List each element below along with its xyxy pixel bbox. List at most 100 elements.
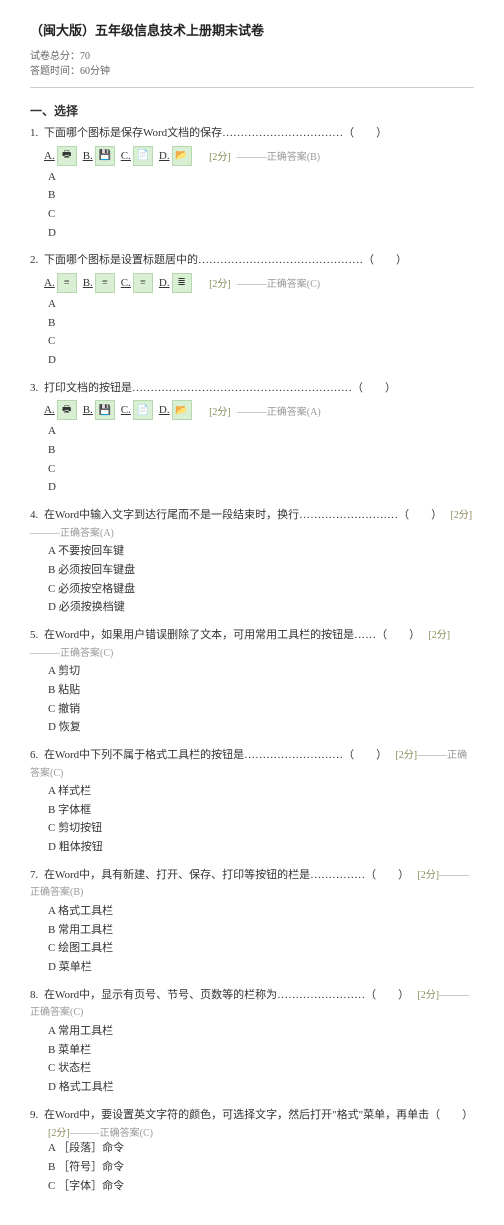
opt: B ［符号］命令 xyxy=(48,1158,474,1177)
divider xyxy=(30,87,474,88)
align-right-icon: ≡ xyxy=(95,273,115,293)
option-icons-row: A.🖶 B.💾 C.📄 D.📂 [2分]———正确答案(B) xyxy=(30,146,320,166)
opt-label: B. xyxy=(83,404,93,416)
letter-list: A B C D xyxy=(30,295,474,370)
q-stem: 在Word中，显示有页号、节号、页数等的栏称为……………………（ ） xyxy=(44,989,409,1001)
opt: C xyxy=(48,460,474,479)
opt: D xyxy=(48,478,474,497)
opt: B 常用工具栏 xyxy=(48,921,474,940)
opt-label: A. xyxy=(44,404,55,416)
option-icons-row: A.≡ B.≡ C.≡ D.≣ [2分]———正确答案(C) xyxy=(30,273,320,293)
q-number: 4. xyxy=(30,507,44,525)
opt: C ［字体］命令 xyxy=(48,1177,474,1196)
question-3: 3.打印文档的按钮是……………………………………………………（ ） A.🖶 B.… xyxy=(30,380,474,497)
score: [2分] xyxy=(417,870,439,881)
opt-label: C. xyxy=(121,150,131,162)
option-list: A 格式工具栏 B 常用工具栏 C 绘图工具栏 D 菜单栏 xyxy=(30,902,474,977)
opt: D 粗体按钮 xyxy=(48,838,474,857)
letter-list: A B C D xyxy=(30,422,474,497)
option-list: A 剪切 B 粘贴 C 撤销 D 恢复 xyxy=(30,662,474,737)
opt-label: D. xyxy=(159,150,170,162)
opt-label: D. xyxy=(159,277,170,289)
open-icon: 📂 xyxy=(172,400,192,420)
answer: ———正确答案(A) xyxy=(30,528,114,539)
score: [2分] xyxy=(209,275,231,290)
answer: ———正确答案(C) xyxy=(70,1128,153,1139)
question-8: 8.在Word中，显示有页号、节号、页数等的栏称为……………………（ ） [2分… xyxy=(30,987,474,1097)
option-icons-row: A.🖶 B.💾 C.📄 D.📂 [2分]———正确答案(A) xyxy=(30,400,321,420)
score: [2分] xyxy=(395,750,417,761)
opt: A 剪切 xyxy=(48,662,474,681)
question-7: 7.在Word中，具有新建、打开、保存、打印等按钮的栏是……………（ ） [2分… xyxy=(30,867,474,977)
opt-label: D. xyxy=(159,404,170,416)
print-icon: 🖶 xyxy=(57,146,77,166)
question-5: 5.在Word中，如果用户错误删除了文本，可用常用工具栏的按钮是……（ ） [2… xyxy=(30,627,474,737)
opt: D 菜单栏 xyxy=(48,958,474,977)
opt: D 格式工具栏 xyxy=(48,1078,474,1097)
opt: A xyxy=(48,295,474,314)
align-left-icon: ≡ xyxy=(57,273,77,293)
answer: ———正确答案(A) xyxy=(237,403,321,418)
q-stem: 打印文档的按钮是……………………………………………………（ ） xyxy=(44,382,396,394)
opt: A xyxy=(48,168,474,187)
opt: A xyxy=(48,422,474,441)
q-stem: 在Word中输入文字到达行尾而不是一段结束时，换行………………………（ ） xyxy=(44,509,442,521)
opt: D 必须按换档键 xyxy=(48,598,474,617)
q-number: 7. xyxy=(30,867,44,885)
score: [2分] xyxy=(209,403,231,418)
opt-label: C. xyxy=(121,277,131,289)
score: [2分] xyxy=(417,990,439,1001)
opt: B 字体框 xyxy=(48,801,474,820)
align-center-icon: ≡ xyxy=(133,273,153,293)
align-justify-icon: ≣ xyxy=(172,273,192,293)
opt: B 粘贴 xyxy=(48,681,474,700)
answer: ———正确答案(C) xyxy=(30,648,113,659)
q-number: 1. xyxy=(30,125,44,143)
option-list: A 常用工具栏 B 菜单栏 C 状态栏 D 格式工具栏 xyxy=(30,1022,474,1097)
opt: A 格式工具栏 xyxy=(48,902,474,921)
opt: C 绘图工具栏 xyxy=(48,939,474,958)
score: [2分] xyxy=(48,1128,70,1139)
opt: D xyxy=(48,224,474,243)
opt: C 撤销 xyxy=(48,700,474,719)
score: [2分] xyxy=(450,510,472,521)
save-icon: 💾 xyxy=(95,146,115,166)
opt: B 菜单栏 xyxy=(48,1041,474,1060)
opt-label: B. xyxy=(83,277,93,289)
opt: C 剪切按钮 xyxy=(48,819,474,838)
q-number: 2. xyxy=(30,252,44,270)
option-list: A 不要按回车键 B 必须按回车键盘 C 必须按空格键盘 D 必须按换档键 xyxy=(30,542,474,617)
q-stem: 下面哪个图标是设置标题居中的………………………………………（ ） xyxy=(44,254,407,266)
opt: B 必须按回车键盘 xyxy=(48,561,474,580)
answer: ———正确答案(C) xyxy=(237,275,320,290)
opt-label: C. xyxy=(121,404,131,416)
q-number: 8. xyxy=(30,987,44,1005)
q-stem: 在Word中下列不属于格式工具栏的按钮是………………………（ ） xyxy=(44,749,387,761)
question-9: 9.在Word中，要设置英文字符的颜色，可选择文字，然后打开"格式"菜单，再单击… xyxy=(30,1107,474,1196)
option-list: A 样式栏 B 字体框 C 剪切按钮 D 粗体按钮 xyxy=(30,782,474,857)
open-icon: 📂 xyxy=(172,146,192,166)
opt: C 必须按空格键盘 xyxy=(48,580,474,599)
q-number: 6. xyxy=(30,747,44,765)
opt: A ［段落］命令 xyxy=(48,1139,474,1158)
opt: B xyxy=(48,186,474,205)
question-1: 1.下面哪个图标是保存Word文档的保存……………………………（ ） A.🖶 B… xyxy=(30,125,474,242)
q-number: 3. xyxy=(30,380,44,398)
opt-label: A. xyxy=(44,277,55,289)
opt: A 不要按回车键 xyxy=(48,542,474,561)
new-icon: 📄 xyxy=(133,400,153,420)
opt: C xyxy=(48,205,474,224)
q-number: 5. xyxy=(30,627,44,645)
q-stem: 在Word中，具有新建、打开、保存、打印等按钮的栏是……………（ ） xyxy=(44,869,409,881)
question-4: 4.在Word中输入文字到达行尾而不是一段结束时，换行………………………（ ） … xyxy=(30,507,474,617)
page-title: （闽大版）五年级信息技术上册期末试卷 xyxy=(30,20,474,39)
question-6: 6.在Word中下列不属于格式工具栏的按钮是………………………（ ） [2分]—… xyxy=(30,747,474,857)
q-stem: 在Word中，要设置英文字符的颜色，可选择文字，然后打开"格式"菜单，再单击（ … xyxy=(44,1109,473,1121)
opt-label: B. xyxy=(83,150,93,162)
question-2: 2.下面哪个图标是设置标题居中的………………………………………（ ） A.≡ B… xyxy=(30,252,474,369)
opt: B xyxy=(48,441,474,460)
new-icon: 📄 xyxy=(133,146,153,166)
total-score-value: 70 xyxy=(80,51,90,62)
score: [2分] xyxy=(428,630,450,641)
print-icon: 🖶 xyxy=(57,400,77,420)
